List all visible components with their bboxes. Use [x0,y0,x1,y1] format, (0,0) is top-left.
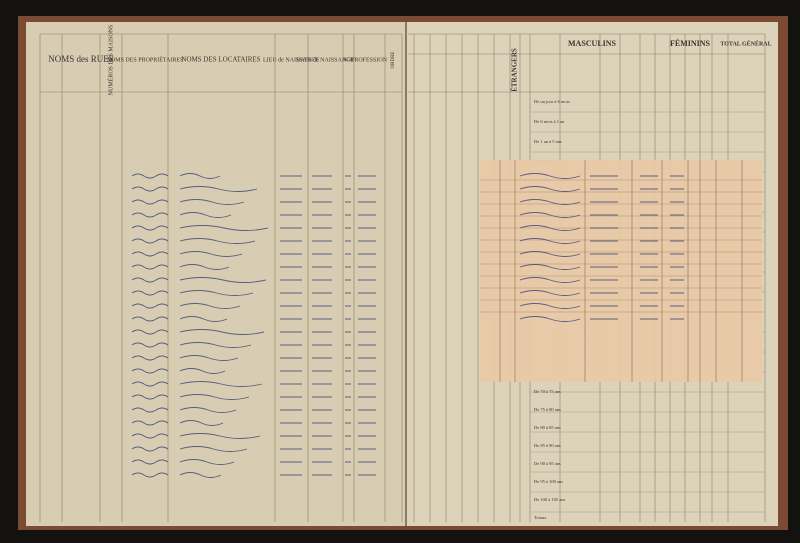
age-range: De 100 à 105 ans [534,497,565,502]
ink-stroke [131,277,376,283]
ink-stroke [519,186,684,192]
age-range: De 95 à 100 ans [534,479,563,484]
ink-stroke [131,264,376,270]
ink-stroke [131,459,376,465]
ink-stroke [131,407,376,413]
ink-stroke [519,212,684,218]
ink-stroke [519,238,684,244]
column-header: PROFESSION [351,57,388,63]
age-range: De 75 à 80 ans [534,407,561,412]
ink-stroke [131,303,376,309]
left-page [26,22,406,526]
handwriting [131,173,684,478]
ink-stroke [131,290,376,296]
ink-stroke [519,277,684,283]
ink-stroke [131,381,376,387]
ruled-grid [39,33,766,522]
age-range: De 90 à 95 ans [534,461,561,466]
column-header: LIEU de NAISSANCE [263,57,319,63]
age-range: De 70 à 75 ans [534,389,561,394]
ink-stroke [131,212,376,218]
age-range: De 6 mois à 1 an [534,119,565,124]
pasted-note [480,160,762,382]
ink-stroke [131,420,376,426]
ink-stroke [519,225,684,231]
column-header: FÉMININS [670,38,711,48]
ink-stroke [131,199,376,205]
column-header: TOTAL GÉNÉRAL [720,39,771,47]
ink-stroke [131,472,376,478]
ink-stroke [131,394,376,400]
column-header: MASCULINS [568,39,617,48]
ink-stroke [131,355,376,361]
ink-stroke [131,368,376,374]
column-header: DATE de NAISSANCE [296,57,354,63]
age-range: De 85 à 90 ans [534,443,561,448]
column-header: NUMÉROS DES MAISONS [106,25,114,96]
ink-stroke [131,225,376,231]
column-header: NOMS DES LOCATAIRES [181,56,260,64]
age-range: De un jour à 6 mois [534,99,570,104]
column-header: NOMS DES PROPRIÉTAIRES [107,55,184,63]
column-header: AGE [343,58,353,63]
age-range: Totaux [534,515,547,520]
column-header: ORDRE [391,52,396,69]
ink-stroke [519,303,684,309]
ink-stroke [519,316,684,322]
ink-stroke [131,329,376,335]
ink-stroke [519,199,684,205]
age-range: De 80 à 85 ans [534,425,561,430]
column-header: NOMS des RUES [48,54,114,64]
ink-stroke [131,316,376,322]
ink-stroke [519,290,684,296]
ink-stroke [131,238,376,244]
age-range: De 1 an à 5 ans [534,139,562,144]
note-paper [480,160,762,382]
ink-stroke [131,251,376,257]
ink-stroke [519,251,684,257]
note-lines [480,160,762,382]
ink-stroke [131,446,376,452]
ink-stroke [131,173,376,179]
column-header: ÉTRANGERS [511,48,519,92]
ink-stroke [131,186,376,192]
ink-stroke [131,433,376,439]
ink-stroke [131,342,376,348]
ink-stroke [519,264,684,270]
ink-stroke [519,173,684,179]
